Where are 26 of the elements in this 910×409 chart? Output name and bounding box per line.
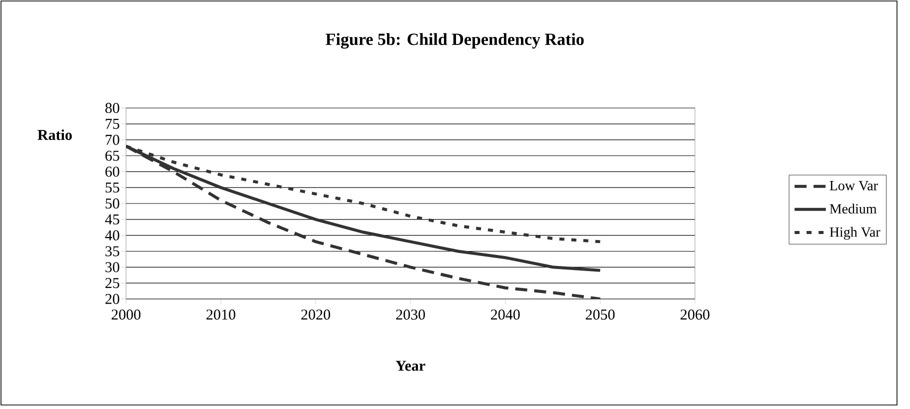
chart-title: Figure 5b: Child Dependency Ratio <box>326 33 584 49</box>
x-tick-label: 2010 <box>206 310 236 320</box>
y-tick-label: 20 <box>105 294 120 304</box>
y-tick-label: 35 <box>106 246 120 256</box>
y-tick-label: 60 <box>105 166 120 177</box>
y-axis-title: Ratio <box>38 129 72 140</box>
y-tick-label: 50 <box>106 198 120 209</box>
x-tick-label: 2030 <box>396 310 425 320</box>
x-axis-title: Year <box>396 360 426 371</box>
x-tick-label: 2020 <box>301 310 330 320</box>
y-tick-label: 25 <box>105 278 120 288</box>
legend-label: High Var <box>830 226 880 240</box>
legend-label: Medium <box>830 204 877 214</box>
y-tick-label: 30 <box>106 262 120 272</box>
y-tick-label: 40 <box>105 230 120 240</box>
y-tick-label: 75 <box>106 118 120 129</box>
y-tick-label: 80 <box>105 102 120 114</box>
x-tick-label: 2050 <box>586 310 615 320</box>
y-tick-label: 45 <box>105 214 120 224</box>
y-tick-label: 65 <box>105 150 120 161</box>
x-tick-label: 2000 <box>112 310 140 320</box>
legend-label: Low Var <box>830 181 878 190</box>
y-tick-label: 70 <box>106 134 120 145</box>
x-tick-label: 2040 <box>490 310 520 320</box>
y-tick-label: 55 <box>106 182 120 193</box>
x-tick-label: 2060 <box>680 310 710 320</box>
